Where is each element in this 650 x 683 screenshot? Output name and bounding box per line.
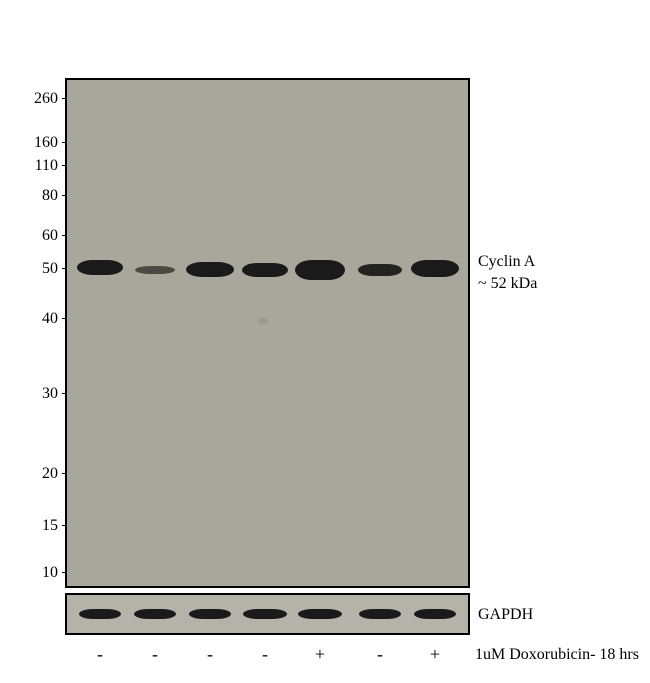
band-cyclin-a — [77, 260, 123, 275]
mw-marker: 20 — [18, 465, 58, 483]
blot-artifact — [258, 318, 268, 324]
band-gapdh — [243, 609, 287, 619]
mw-marker: 80 — [18, 187, 58, 205]
target-label: Cyclin A — [478, 253, 535, 271]
band-gapdh — [189, 609, 231, 619]
mw-marker: 160 — [18, 134, 58, 152]
lane-labels-group: CaCo-2 NTERA-2 THP-1 HEL 92.1.7 HEL 92.1… — [0, 0, 650, 75]
mw-marker: 260 — [18, 90, 58, 108]
band-cyclin-a — [135, 266, 175, 274]
band-gapdh — [414, 609, 456, 619]
gapdh-blot — [67, 595, 468, 633]
treatment-condition-label: 1uM Doxorubicin- 18 hrs — [475, 646, 639, 664]
band-cyclin-a — [358, 264, 402, 276]
band-gapdh — [359, 609, 401, 619]
main-blot — [67, 80, 468, 586]
treatment-mark: - — [93, 644, 107, 665]
target-mw-label: ~ 52 kDa — [478, 275, 537, 293]
mw-marker: 60 — [18, 227, 58, 245]
mw-marker: 10 — [18, 564, 58, 582]
treatment-mark: - — [373, 644, 387, 665]
treatment-mark: - — [203, 644, 217, 665]
band-cyclin-a — [295, 260, 345, 280]
mw-marker: 40 — [18, 310, 58, 328]
band-gapdh — [79, 609, 121, 619]
treatment-mark: + — [428, 644, 442, 665]
treatment-mark: - — [258, 644, 272, 665]
mw-marker: 15 — [18, 517, 58, 535]
treatment-mark: - — [148, 644, 162, 665]
mw-marker: 110 — [18, 157, 58, 175]
mw-marker: 30 — [18, 385, 58, 403]
band-cyclin-a — [242, 263, 288, 277]
treatment-mark: + — [313, 644, 327, 665]
band-cyclin-a — [186, 262, 234, 277]
band-cyclin-a — [411, 260, 459, 277]
western-blot-figure: CaCo-2 NTERA-2 THP-1 HEL 92.1.7 HEL 92.1… — [0, 0, 650, 683]
band-gapdh — [134, 609, 176, 619]
band-gapdh — [298, 609, 342, 619]
mw-marker: 50 — [18, 260, 58, 278]
loading-control-label: GAPDH — [478, 606, 533, 624]
